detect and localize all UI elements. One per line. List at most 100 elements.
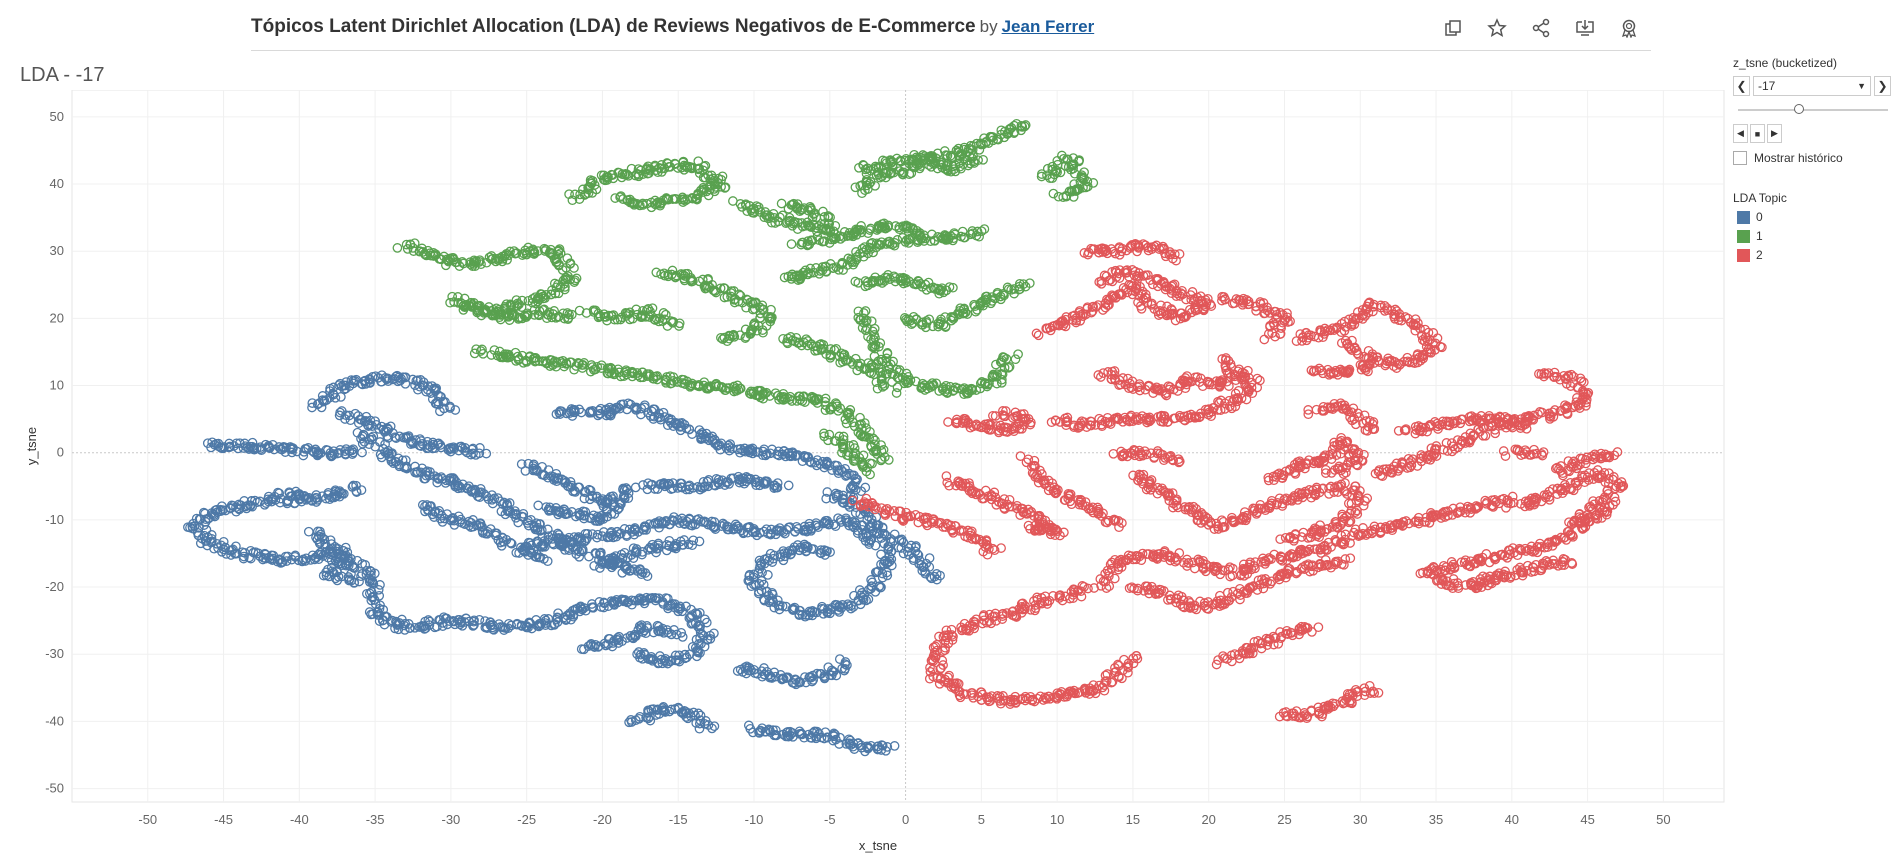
- data-point: [569, 485, 580, 496]
- data-point: [377, 370, 387, 381]
- favorite-button[interactable]: [1485, 16, 1509, 40]
- data-point: [400, 378, 411, 389]
- chart-area: -50 -45 -40 -35 -30 -25 -20 -15 -10 -5 0 5 10 15 20 25 3…: [0, 90, 1730, 864]
- data-point: [336, 487, 346, 498]
- data-point: [183, 522, 193, 533]
- x-tick-label: 35: [1429, 812, 1443, 827]
- data-point: [274, 442, 284, 452]
- data-point: [555, 409, 565, 419]
- data-point: [692, 621, 703, 632]
- share-button[interactable]: [1529, 16, 1553, 40]
- data-point: [664, 478, 675, 489]
- data-point: [496, 540, 507, 551]
- data-point: [474, 487, 484, 498]
- data-point: [644, 593, 655, 604]
- x-tick-label: 40: [1505, 812, 1519, 827]
- data-point: [422, 436, 433, 447]
- data-point: [229, 441, 239, 451]
- data-point: [810, 520, 821, 531]
- data-point: [551, 409, 562, 419]
- data-point: [694, 607, 705, 618]
- data-point: [709, 522, 720, 533]
- x-tick-label: 15: [1126, 812, 1140, 827]
- x-tick-label: -5: [824, 812, 836, 827]
- data-point: [399, 620, 409, 631]
- data-point: [675, 422, 686, 432]
- x-tick-label: 50: [1656, 812, 1670, 827]
- data-point: [373, 584, 384, 595]
- data-point: [444, 443, 455, 454]
- x-tick-label: -45: [214, 812, 233, 827]
- data-point: [335, 445, 346, 455]
- data-point: [313, 447, 323, 458]
- series-0: [183, 370, 945, 757]
- dashboard-title: Tópicos Latent Dirichlet Allocation (LDA…: [251, 16, 1094, 38]
- data-point: [664, 415, 675, 426]
- data-point: [510, 506, 520, 516]
- data-point: [521, 622, 532, 633]
- data-point: [264, 442, 275, 453]
- data-point: [523, 515, 533, 526]
- data-point: [492, 493, 503, 503]
- y-tick-label: 50: [50, 109, 64, 124]
- data-point: [336, 571, 347, 582]
- y-tick-label: -40: [45, 713, 64, 728]
- data-point: [440, 478, 451, 488]
- data-point: [422, 384, 433, 395]
- data-point: [655, 651, 665, 661]
- data-point: [201, 536, 212, 546]
- data-point: [435, 440, 446, 450]
- data-point: [390, 432, 400, 443]
- y-tick-label: -30: [45, 646, 64, 661]
- y-axis-title: y_tsne: [24, 427, 39, 465]
- data-point: [446, 513, 457, 524]
- data-point: [500, 623, 511, 634]
- data-point: [673, 606, 684, 617]
- data-point: [721, 443, 732, 454]
- data-point: [681, 484, 692, 495]
- data-point: [688, 482, 698, 493]
- author-link[interactable]: Jean Ferrer: [1001, 17, 1095, 36]
- data-point: [619, 489, 630, 500]
- data-point: [576, 545, 587, 556]
- download-button[interactable]: [1573, 16, 1597, 40]
- data-point: [606, 408, 617, 418]
- data-point: [468, 443, 478, 454]
- duplicate-button[interactable]: [1441, 16, 1465, 40]
- title-text: Tópicos Latent Dirichlet Allocation (LDA…: [251, 16, 976, 37]
- data-point: [870, 540, 881, 551]
- data-point: [357, 438, 368, 449]
- byline-text: by: [979, 17, 998, 36]
- data-point: [692, 609, 703, 620]
- data-point: [621, 483, 631, 493]
- data-point: [663, 603, 673, 614]
- data-point: [459, 519, 470, 529]
- x-tick-label: 10: [1050, 812, 1064, 827]
- y-tick-label: -50: [45, 781, 64, 796]
- data-point: [245, 553, 256, 564]
- data-point: [349, 578, 359, 588]
- data-point: [621, 564, 632, 574]
- data-point: [281, 556, 292, 566]
- data-point: [552, 612, 563, 623]
- data-point: [760, 478, 771, 489]
- badge-button[interactable]: [1617, 16, 1641, 40]
- data-point: [503, 506, 513, 517]
- data-point: [437, 618, 448, 628]
- data-point: [348, 480, 359, 491]
- data-point: [439, 403, 449, 414]
- data-point: [311, 446, 322, 457]
- data-point: [836, 465, 847, 475]
- data-point: [552, 474, 563, 484]
- data-point: [368, 609, 378, 619]
- data-point: [423, 615, 434, 625]
- data-point: [576, 407, 587, 418]
- data-point: [459, 617, 470, 627]
- data-point: [421, 386, 432, 397]
- data-point: [412, 375, 423, 386]
- x-tick-label: -10: [745, 812, 764, 827]
- download-icon: [1576, 20, 1594, 36]
- data-point: [307, 402, 317, 413]
- data-point: [468, 620, 478, 631]
- data-point: [526, 623, 537, 634]
